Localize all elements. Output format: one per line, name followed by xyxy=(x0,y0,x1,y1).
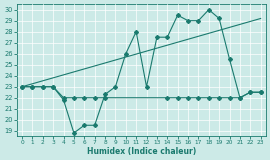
X-axis label: Humidex (Indice chaleur): Humidex (Indice chaleur) xyxy=(87,147,196,156)
